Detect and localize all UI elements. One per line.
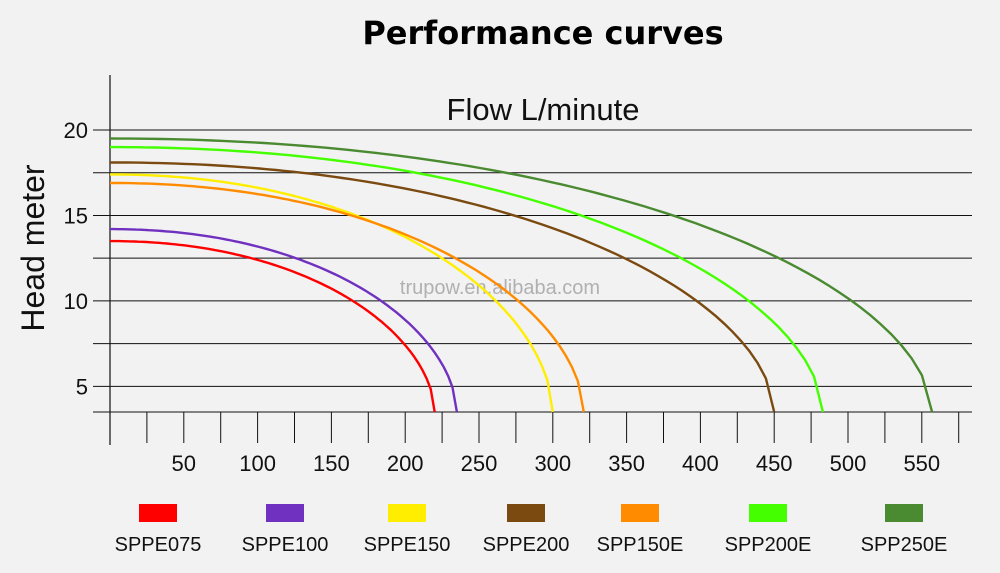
grid — [93, 129, 972, 413]
curve-spp150e — [110, 181, 585, 413]
curve-sppe100 — [110, 227, 459, 413]
y-tick-label: 20 — [64, 118, 88, 143]
legend-swatch-sppe200 — [507, 504, 545, 522]
x-tick-label: 50 — [172, 451, 196, 476]
x-tick-label: 250 — [461, 451, 498, 476]
legend-label-sppe100: SPPE100 — [242, 534, 329, 556]
y-tick-label: 5 — [76, 374, 88, 399]
axes: 50 100 150 200 250 300 350 400 450 500 550 5 10 15 20 — [64, 75, 960, 476]
chart-subtitle: Flow L/minute — [447, 92, 640, 127]
legend-label-spp200e: SPP200E — [725, 534, 812, 556]
legend-label-sppe150: SPPE150 — [364, 534, 451, 556]
curve-sppe150 — [110, 173, 554, 413]
curve-spp250e — [109, 137, 934, 413]
y-tick-label: 10 — [64, 289, 88, 314]
x-tick-label: 200 — [387, 451, 424, 476]
x-tick-label: 300 — [534, 451, 571, 476]
y-axis-label: Head meter — [15, 164, 51, 332]
legend-swatch-sppe100 — [266, 504, 304, 522]
chart-title: Performance curves — [362, 14, 723, 52]
x-tick-label: 550 — [903, 451, 940, 476]
watermark: trupow.en.alibaba.com — [400, 277, 600, 299]
legend-label-sppe200: SPPE200 — [483, 534, 570, 556]
legend-swatch-spp150e — [621, 504, 659, 522]
x-tick-label: 400 — [682, 451, 719, 476]
legend-label-spp150e: SPP150E — [597, 534, 684, 556]
legend: SPPE075 SPPE100 SPPE150 SPPE200 SPP150E SPP20… — [115, 504, 948, 556]
curve-sppe075 — [110, 239, 436, 413]
y-tick-label: 15 — [64, 203, 88, 228]
curve-spp200e — [110, 145, 825, 413]
x-tick-label: 450 — [756, 451, 793, 476]
x-tick-label: 150 — [313, 451, 350, 476]
legend-swatch-spp200e — [749, 504, 787, 522]
x-tick-label: 500 — [830, 451, 867, 476]
x-tick-label: 100 — [239, 451, 276, 476]
legend-label-spp250e: SPP250E — [861, 534, 948, 556]
legend-label-sppe075: SPPE075 — [115, 534, 202, 556]
x-tick-label: 350 — [608, 451, 645, 476]
legend-swatch-spp250e — [885, 504, 923, 522]
legend-swatch-sppe150 — [388, 504, 426, 522]
curves — [109, 137, 934, 413]
legend-swatch-sppe075 — [139, 504, 177, 522]
curve-sppe200 — [110, 161, 776, 413]
